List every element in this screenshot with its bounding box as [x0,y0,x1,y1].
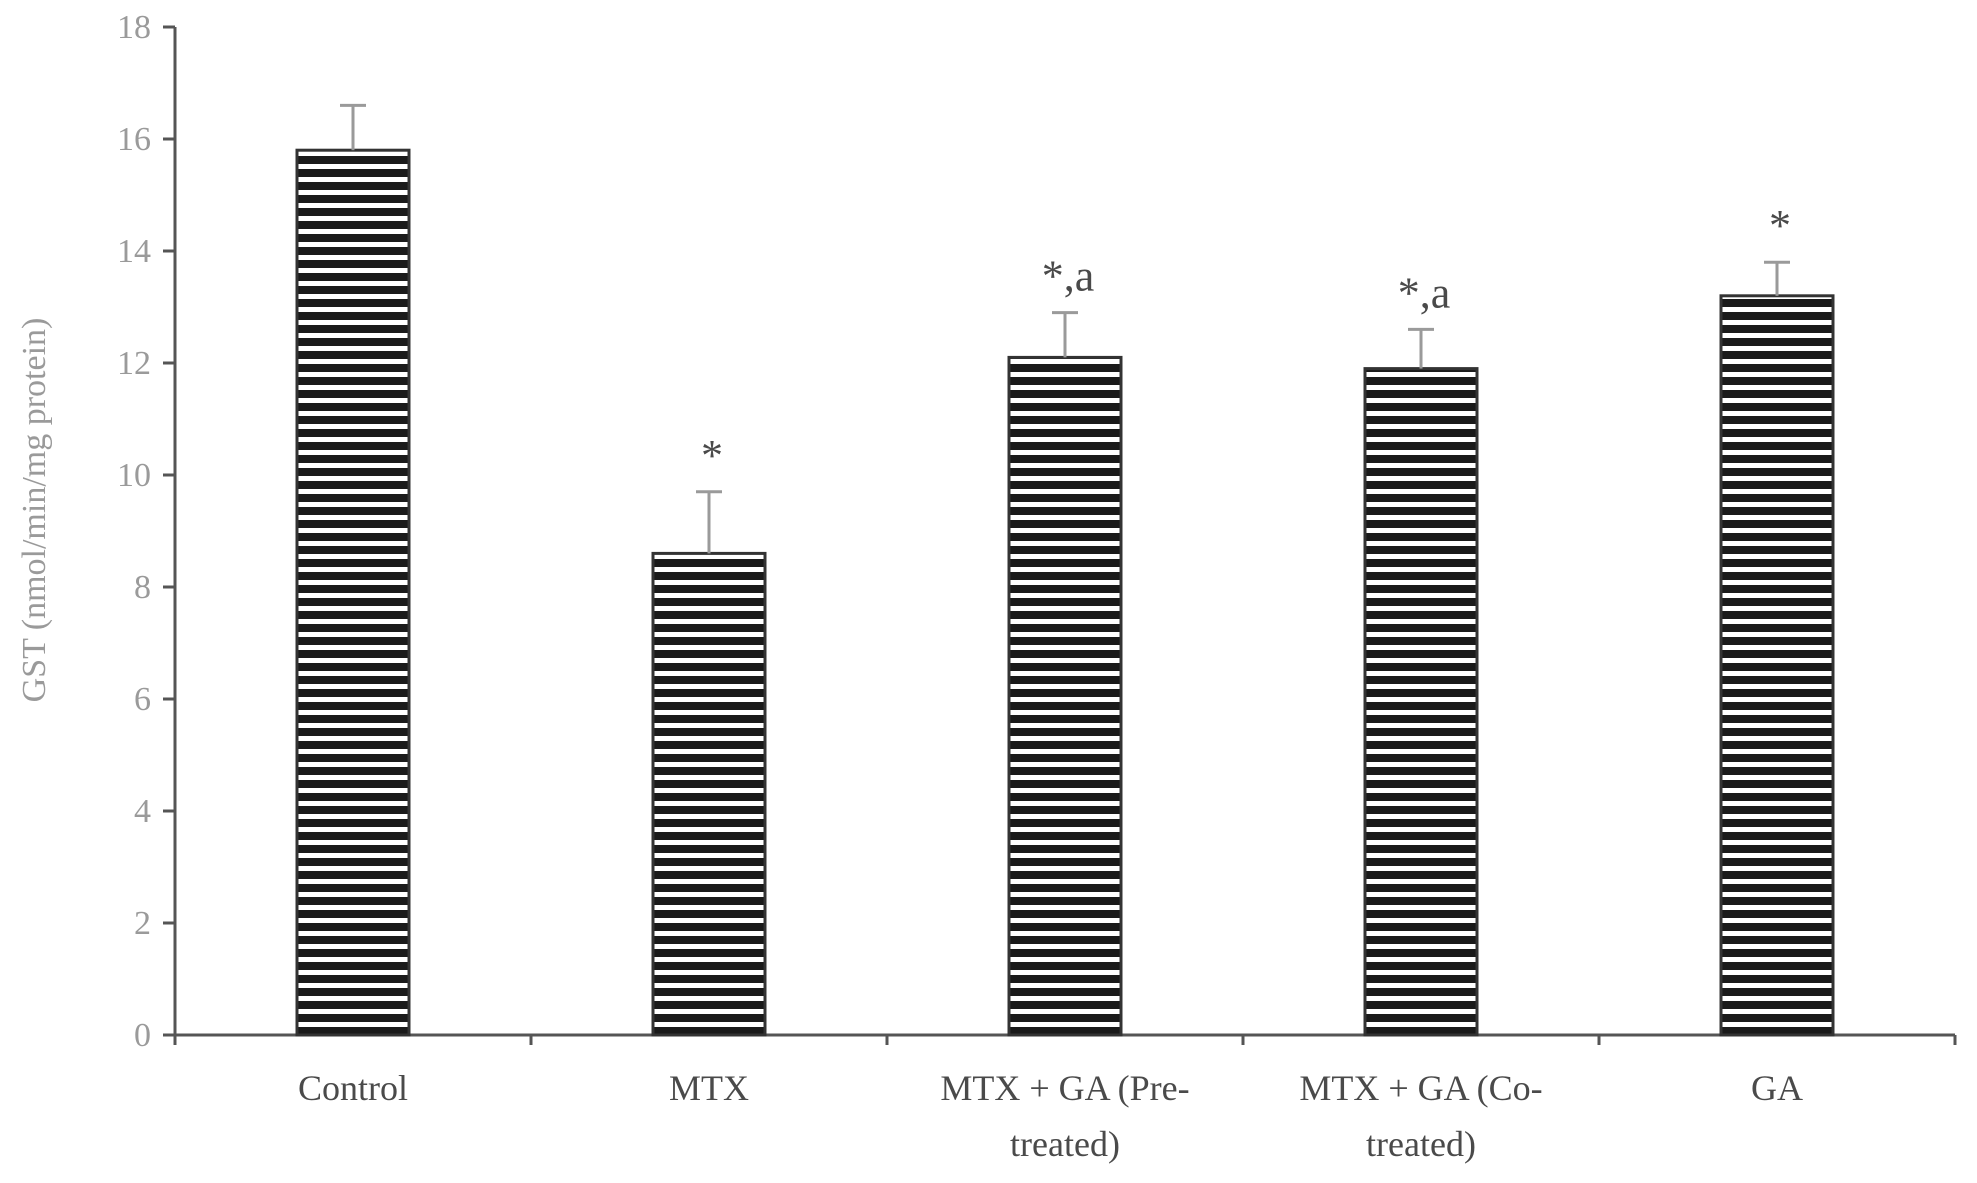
y-tick-label: 4 [134,793,151,830]
x-tick-label: treated) [1366,1124,1476,1164]
y-tick-label: 2 [134,905,151,942]
x-tick-label: MTX [669,1068,749,1108]
bars [295,148,1835,1037]
y-tick-label: 12 [117,345,151,382]
significance-annotation: * [701,431,723,480]
significance-annotations: * *,a *,a * [701,201,1791,480]
x-tick-label: GA [1751,1068,1803,1108]
y-axis: 0 2 4 6 8 10 12 14 16 18 [117,9,177,1054]
y-tick-label: 16 [117,121,151,158]
y-tick-label: 14 [117,233,151,270]
category-labels: Control MTX MTX + GA (Pre-treated) MTX + GA… [298,1068,1803,1164]
significance-annotation: *,a [1042,252,1095,301]
x-axis [173,1033,1957,1045]
significance-annotation: * [1769,201,1791,250]
bar [1719,294,1835,1037]
y-tick-label: 0 [134,1017,151,1054]
y-tick-label: 18 [117,9,151,46]
bar [1363,367,1479,1037]
error-bars [340,103,1790,554]
y-tick-label: 8 [134,569,151,606]
x-tick-label: MTX + GA (Co- [1299,1068,1542,1108]
bar [651,551,767,1037]
x-tick-label: MTX + GA (Pre- [940,1068,1189,1108]
y-tick-label: 6 [134,681,151,718]
y-axis-title: GST (nmol/min/mg protein) [16,318,53,703]
x-tick-label: treated) [1010,1124,1120,1164]
bar [1007,355,1123,1037]
significance-annotation: *,a [1398,268,1451,317]
y-tick-label: 10 [117,457,151,494]
bar [295,148,411,1037]
x-tick-label: Control [298,1068,408,1108]
